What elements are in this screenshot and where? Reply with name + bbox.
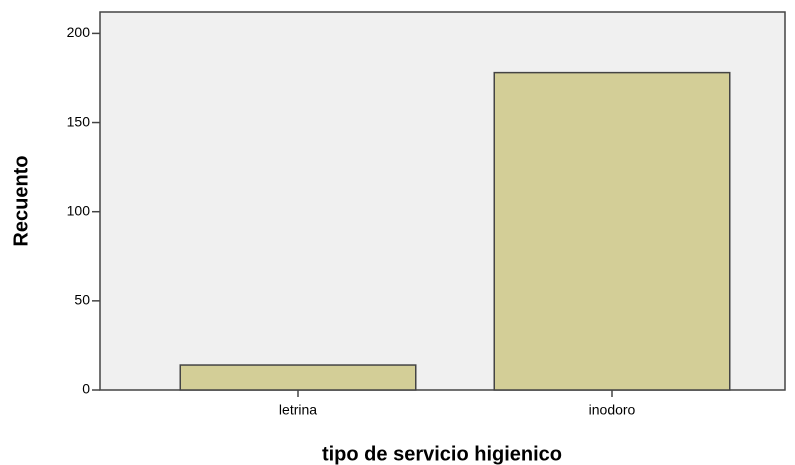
y-tick-label: 100: [67, 202, 91, 218]
y-axis-title: Recuento: [10, 155, 32, 246]
y-tick-label: 50: [74, 292, 90, 308]
bar: [179, 364, 417, 391]
x-axis-title: tipo de servicio higienico: [322, 443, 562, 465]
y-tick-label: 200: [67, 24, 91, 40]
y-tick-label: 150: [67, 113, 91, 129]
y-tick-label: 0: [82, 381, 90, 397]
x-tick-label: inodoro: [589, 402, 636, 418]
x-tick-label: letrina: [279, 402, 317, 418]
bar: [493, 71, 731, 391]
